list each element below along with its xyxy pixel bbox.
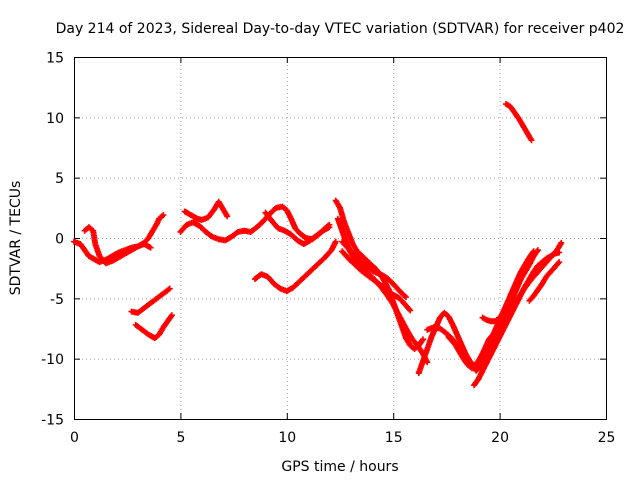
x-tick-label: 0 — [70, 430, 79, 446]
series-track-19 — [502, 101, 535, 144]
y-tick-label: 0 — [55, 232, 64, 248]
y-tick-label: -5 — [50, 292, 64, 308]
data-point-marker — [528, 137, 535, 144]
x-tick-label: 20 — [491, 430, 509, 446]
y-tick-label: -15 — [41, 413, 64, 429]
series-track-17 — [479, 302, 516, 325]
data-point-marker — [407, 307, 414, 314]
data-point-marker — [224, 213, 231, 220]
data-point-marker — [326, 224, 333, 231]
data-point-marker — [166, 285, 173, 292]
x-tick-label: 25 — [598, 430, 616, 446]
series-track-12 — [339, 248, 414, 314]
chart-title: Day 214 of 2023, Sidereal Day-to-day VTE… — [56, 21, 625, 37]
y-tick-label: 5 — [55, 171, 64, 187]
series-track-16 — [471, 249, 563, 389]
data-point-marker — [168, 312, 175, 319]
series-track-13 — [415, 248, 537, 377]
series-track-18 — [526, 259, 563, 304]
data-point-marker — [509, 302, 516, 309]
data-point-marker — [402, 294, 409, 301]
data-point-marker — [558, 239, 565, 246]
data-point-marker — [147, 244, 154, 251]
data-points — [71, 101, 565, 389]
series-track-3 — [128, 285, 173, 316]
axis-ticks: 0 5 10 15 20 25 -15 -10 -5 0 5 10 15 — [41, 51, 615, 447]
series-track-8 — [251, 238, 339, 295]
data-point-marker — [419, 336, 426, 343]
series-track-4 — [132, 312, 175, 342]
data-point-marker — [556, 259, 563, 266]
x-tick-label: 10 — [278, 430, 296, 446]
data-point-marker — [160, 212, 167, 219]
data-point-marker — [332, 238, 339, 245]
x-axis-label: GPS time / hours — [281, 459, 398, 475]
x-tick-label: 5 — [176, 430, 185, 446]
y-tick-label: 15 — [46, 51, 64, 67]
series-track-11 — [339, 238, 409, 301]
series-track-6 — [181, 198, 231, 223]
y-tick-label: -10 — [41, 352, 64, 368]
series-track-2 — [81, 224, 154, 267]
x-tick-label: 15 — [385, 430, 403, 446]
series-track-7 — [262, 209, 333, 248]
y-axis-label: SDTVAR / TECUs — [8, 181, 24, 296]
grid-lines — [74, 57, 606, 419]
series-track-5 — [177, 203, 333, 244]
data-point-marker — [534, 247, 541, 254]
data-point-marker — [556, 249, 563, 256]
y-tick-label: 10 — [46, 111, 64, 127]
